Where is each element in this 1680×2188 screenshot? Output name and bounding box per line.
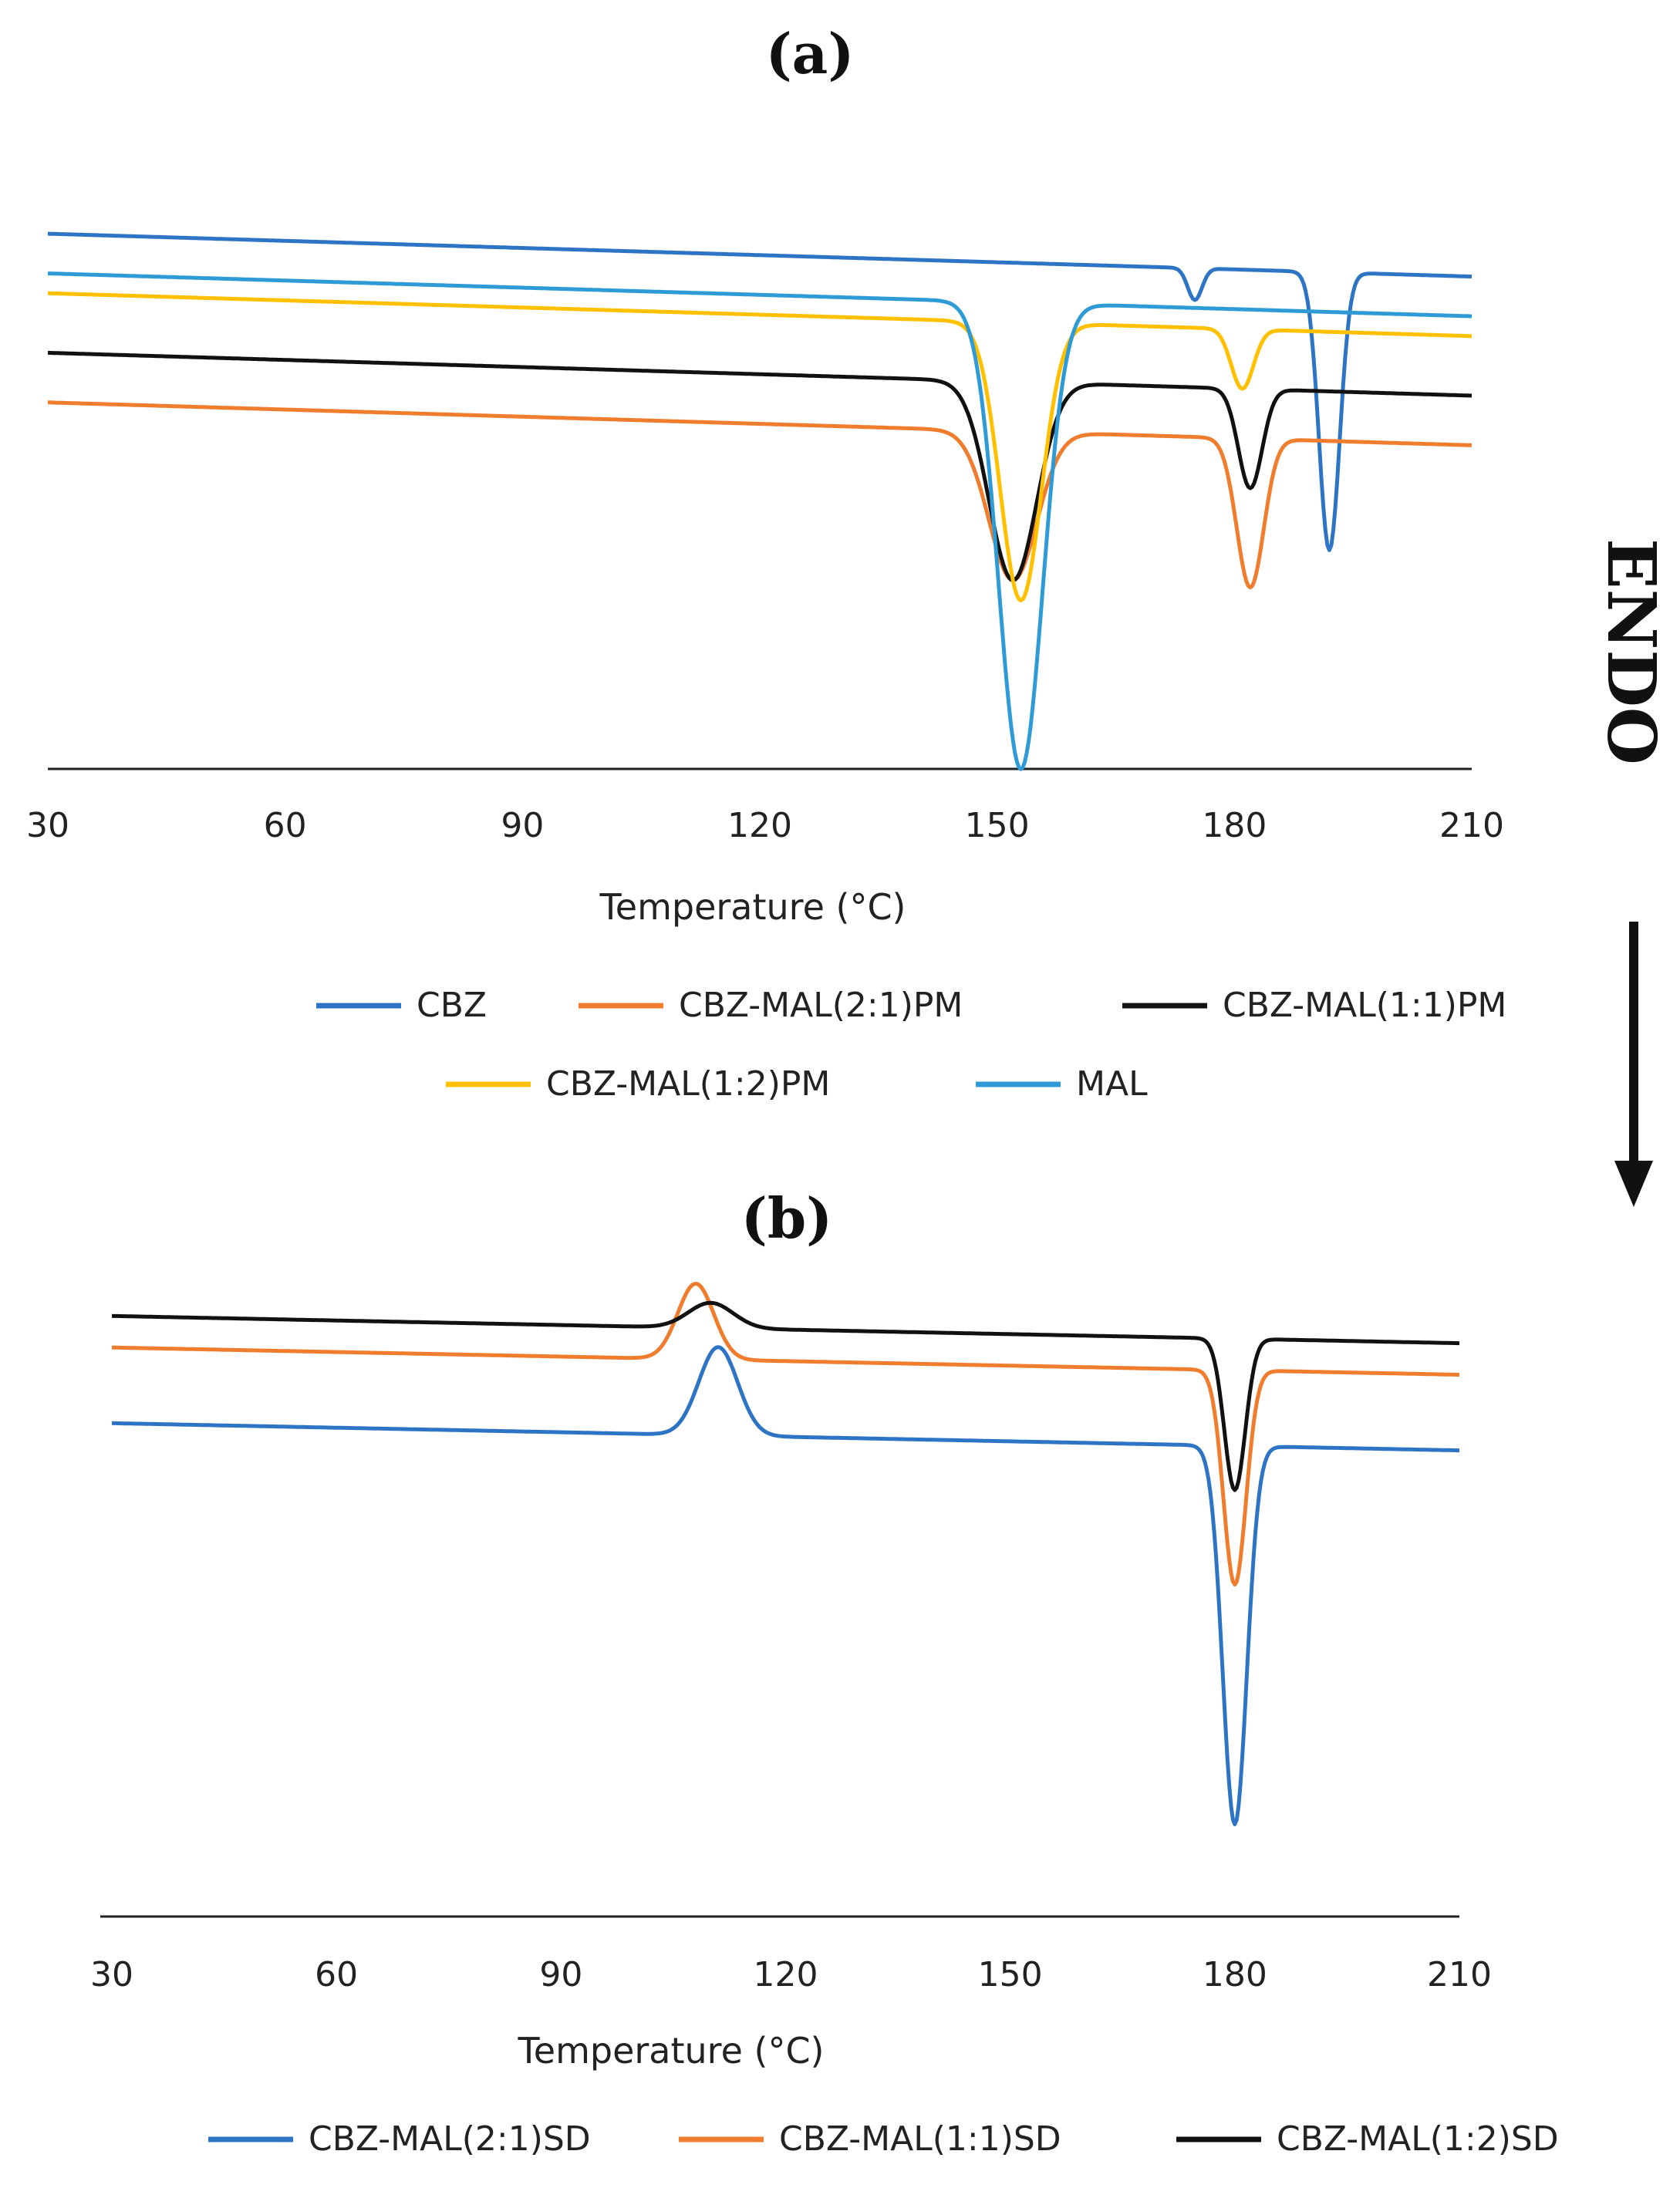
panel-a-legend-label: CBZ-MAL(1:2)PM	[546, 1064, 830, 1104]
panel-a-series-line-5	[47, 271, 1473, 771]
panel-a: (a) 30 60 90 120 150 180 210 Temperature (°C) …	[26, 21, 1506, 1104]
panel-a-series	[47, 231, 1473, 771]
panel-a-tick-label: 150	[965, 806, 1030, 845]
endo-arrow-head	[1614, 1161, 1653, 1207]
panel-a-ticks: 30 60 90 120 150 180 210	[26, 806, 1504, 845]
endo-label: ENDO	[1592, 538, 1670, 765]
panel-b-ticks: 30 60 90 120 150 180 210	[90, 1955, 1492, 1994]
panel-b-legend: CBZ-MAL(2:1)SD CBZ-MAL(1:1)SD CBZ-MAL(1:2)…	[208, 2119, 1559, 2159]
panel-a-series-line-2	[48, 400, 1473, 590]
panel-b-series-line-1	[111, 1345, 1460, 1826]
panel-b: (b) 30 60 90 120 150 180 210 Temperature (°C) …	[90, 1185, 1559, 2159]
panel-a-tick-label: 30	[26, 806, 69, 845]
endo-indicator: ENDO	[1592, 538, 1670, 1207]
panel-a-series-line-4	[47, 291, 1473, 602]
panel-b-tick-label: 150	[978, 1955, 1043, 1994]
panel-a-series-line-3	[47, 350, 1473, 582]
panel-b-tick-label: 120	[754, 1955, 818, 1994]
panel-b-series-line-3	[111, 1300, 1460, 1492]
panel-a-legend-label: MAL	[1076, 1064, 1148, 1104]
panel-b-series	[111, 1281, 1460, 1826]
panel-b-legend-label: CBZ-MAL(2:1)SD	[309, 2119, 591, 2159]
panel-a-tick-label: 180	[1202, 806, 1267, 845]
panel-b-tick-label: 60	[315, 1955, 358, 1994]
panel-b-tick-label: 90	[539, 1955, 582, 1994]
panel-b-legend-label: CBZ-MAL(1:1)SD	[779, 2119, 1061, 2159]
panel-b-title: (b)	[741, 1185, 832, 1251]
panel-a-tick-label: 210	[1439, 806, 1504, 845]
panel-a-tick-label: 120	[727, 806, 792, 845]
panel-b-series-line-2	[111, 1281, 1460, 1587]
panel-a-legend-label: CBZ	[417, 986, 487, 1025]
panel-a-tick-label: 90	[501, 806, 544, 845]
panel-b-tick-label: 180	[1203, 1955, 1267, 1994]
panel-b-x-axis-label: Temperature (°C)	[517, 2030, 824, 2072]
panel-b-legend-label: CBZ-MAL(1:2)SD	[1277, 2119, 1559, 2159]
panel-b-tick-label: 210	[1427, 1955, 1492, 1994]
panel-a-legend-label: CBZ-MAL(1:1)PM	[1223, 986, 1506, 1025]
panel-a-x-axis-label: Temperature (°C)	[599, 886, 906, 928]
panel-a-title: (a)	[766, 21, 855, 86]
panel-a-legend-label: CBZ-MAL(2:1)PM	[679, 986, 963, 1025]
panel-a-tick-label: 60	[264, 806, 307, 845]
panel-b-tick-label: 30	[90, 1955, 133, 1994]
panel-a-legend: CBZ CBZ-MAL(2:1)PM CBZ-MAL(1:1)PM CBZ-MAL(1…	[316, 986, 1506, 1104]
panel-a-series-line-1	[47, 231, 1473, 552]
